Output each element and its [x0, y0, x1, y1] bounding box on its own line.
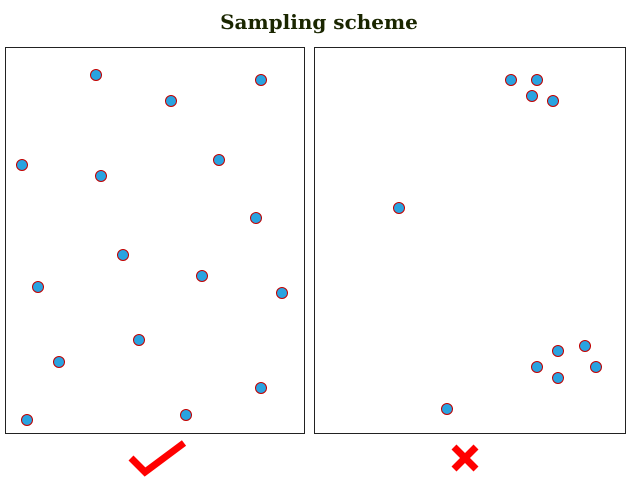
sample-point — [505, 74, 517, 86]
sample-point — [95, 170, 107, 182]
sample-point — [393, 202, 405, 214]
sample-point — [213, 154, 225, 166]
sample-point — [547, 95, 559, 107]
sample-point — [590, 361, 602, 373]
sample-point — [196, 270, 208, 282]
sample-point — [165, 95, 177, 107]
sample-point — [21, 414, 33, 426]
sample-point — [90, 69, 102, 81]
sample-point — [531, 361, 543, 373]
sample-point — [441, 403, 453, 415]
sample-point — [579, 340, 591, 352]
sample-point — [133, 334, 145, 346]
sample-point — [180, 409, 192, 421]
check-icon — [128, 440, 187, 477]
sample-point — [255, 74, 267, 86]
good-sampling-panel — [5, 47, 305, 434]
sample-point — [32, 281, 44, 293]
sample-point — [16, 159, 28, 171]
sample-point — [53, 356, 65, 368]
sample-point — [531, 74, 543, 86]
sample-point — [250, 212, 262, 224]
sample-point — [255, 382, 267, 394]
bad-sampling-panel — [314, 47, 626, 434]
sample-point — [552, 372, 564, 384]
sample-point — [276, 287, 288, 299]
sample-point — [117, 249, 129, 261]
sample-point — [552, 345, 564, 357]
sample-point — [526, 90, 538, 102]
page-title: Sampling scheme — [220, 10, 418, 34]
cross-icon — [451, 444, 479, 472]
